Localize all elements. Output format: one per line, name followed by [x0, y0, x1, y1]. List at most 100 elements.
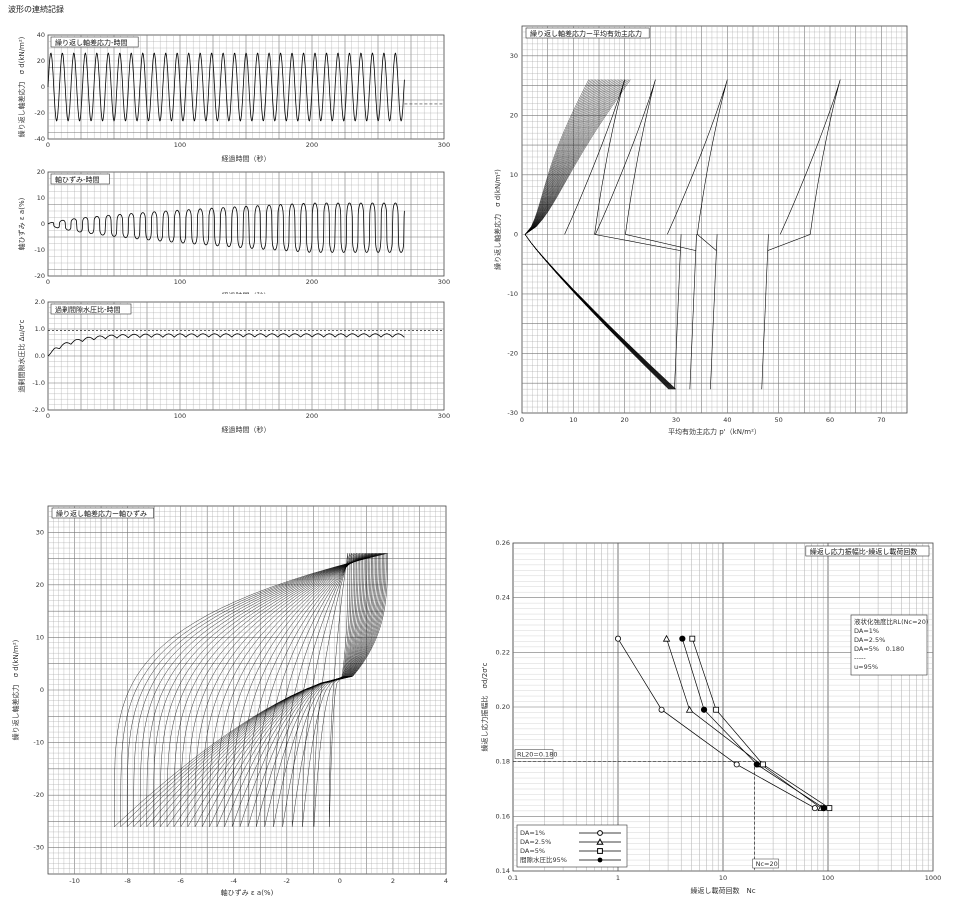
stress-path-loop [524, 79, 591, 235]
x-axis-label: 経過時間（秒） [222, 425, 271, 434]
series-line [47, 52, 405, 122]
x-tick-label: 200 [306, 412, 318, 420]
hysteresis-loop [224, 553, 366, 827]
y-tick-label: -30 [507, 409, 518, 417]
stress-path-loop [524, 79, 589, 235]
y-tick-label: 0 [41, 220, 45, 228]
y-tick-label: 0.24 [496, 594, 510, 602]
y-tick-label: 0 [41, 83, 45, 91]
y-tick-label: 30 [510, 52, 518, 60]
legend-label: 間隙水圧比95% [520, 855, 567, 864]
series-line [47, 333, 405, 357]
stress-path-loop [761, 79, 841, 390]
stress-path-loop [524, 79, 602, 235]
stress-path-loop [525, 79, 631, 235]
y-tick-label: 30 [36, 528, 44, 536]
series-line [617, 638, 816, 809]
y-tick-label: 0 [514, 230, 518, 238]
stress-path-loop [524, 234, 669, 390]
stress-path-loop [524, 79, 594, 235]
y-tick-label: 0.0 [35, 352, 45, 360]
x-tick-label: 2 [391, 877, 395, 885]
x-tick-label: -4 [230, 877, 236, 885]
y-tick-label: 20 [37, 168, 45, 176]
x-tick-label: 200 [306, 278, 318, 286]
x-tick-label: 100 [174, 278, 186, 286]
hysteresis-curves [114, 553, 388, 828]
x-axis-label: 平均有効主応力 p'（kN/m²） [668, 427, 761, 436]
y-axis-label: 繰り返し軸差応力 σ d(kN/m²) [11, 639, 20, 740]
hysteresis-loop [292, 553, 354, 827]
stress-path-loop [524, 79, 608, 235]
y-tick-label: 0.18 [496, 758, 510, 766]
stress-path-loop [524, 79, 604, 235]
stress-path-loop [524, 79, 611, 235]
y-tick-label: -30 [33, 844, 44, 852]
x-axis-label: 経過時間（秒） [222, 154, 271, 162]
data-point [753, 761, 760, 768]
stress-path-loop [667, 79, 728, 390]
page-title: 波形の連続記録 [8, 5, 64, 14]
stress-path-loop [564, 79, 682, 390]
hysteresis-loop [127, 553, 386, 828]
stress-path-loop [524, 79, 618, 235]
data-point [679, 635, 686, 642]
stress-path-loop [524, 79, 622, 235]
hysteresis-loop [216, 553, 368, 827]
x-tick-label: 300 [438, 412, 450, 420]
legend-marker [597, 857, 603, 863]
x-tick-label: 10 [569, 416, 577, 424]
chart-title: 過剰間隙水圧比-時間 [55, 305, 121, 314]
x-tick-label: 300 [438, 278, 450, 286]
x-tick-label: 40 [723, 416, 731, 424]
y-tick-label: -10 [507, 290, 518, 298]
y-tick-label: 0.14 [496, 867, 510, 875]
x-tick-label: -6 [177, 877, 183, 885]
chart-title: 繰り返し軸差応力ー平均有効主応力 [530, 29, 642, 38]
y-tick-label: 0.16 [496, 812, 510, 820]
chart-stress-path: 0 10 20 30 40 50 60 70 30 20 10 0 -10 -20 -30 平均有効主応力 p… [493, 25, 908, 436]
x-tick-label: 0 [520, 416, 524, 424]
x-tick-label: -10 [69, 877, 80, 885]
legend-label: DA=5% [520, 847, 545, 855]
y-tick-label: 40 [37, 31, 45, 39]
x-tick-label: 0 [46, 278, 50, 286]
rl-label-box [514, 749, 554, 759]
stress-path-loop [524, 79, 617, 235]
stress-path-loop [524, 79, 601, 235]
hysteresis-loop [202, 553, 371, 827]
chart-title: 軸ひずみ-時間 [55, 175, 100, 184]
hysteresis-loop [302, 553, 352, 827]
stress-path-loop [524, 79, 605, 235]
x-tick-label: 1 [616, 874, 620, 882]
y-tick-label: 0.22 [496, 648, 510, 656]
chart-title-box [51, 507, 154, 519]
chart-title: 繰返し応力振幅比-繰返し載荷回数 [810, 547, 918, 556]
y-tick-label: -2.0 [32, 406, 45, 414]
data-point [760, 761, 766, 768]
info-line: ----- [854, 654, 866, 662]
hysteresis-loop [133, 553, 384, 828]
x-tick-label: 0 [46, 141, 50, 149]
y-tick-label: -10 [34, 246, 45, 254]
y-tick-label: 20 [37, 57, 45, 65]
x-tick-label: 200 [306, 141, 318, 149]
hysteresis-loop [209, 553, 369, 827]
y-tick-label: 0 [40, 686, 44, 694]
x-tick-label: 50 [775, 416, 783, 424]
y-tick-label: 10 [510, 171, 518, 179]
nc-label: Nc=20 [756, 860, 778, 868]
hysteresis-loop [239, 553, 363, 827]
stress-path-loop [524, 79, 628, 235]
info-box: 液状化強度比RL(Nc=20)DA=1%DA=2.5%DA=5% 0.180--… [850, 614, 928, 676]
data-point [689, 635, 696, 642]
stress-path-loop [524, 79, 598, 235]
stress-path-loop [524, 79, 612, 235]
x-tick-label: 10 [719, 874, 727, 882]
y-tick-label: 0.20 [496, 703, 510, 711]
y-tick-label: 10 [37, 194, 45, 202]
plot-frame [521, 25, 908, 414]
x-axis-label: 繰返し載荷回数 Nc [690, 886, 755, 895]
